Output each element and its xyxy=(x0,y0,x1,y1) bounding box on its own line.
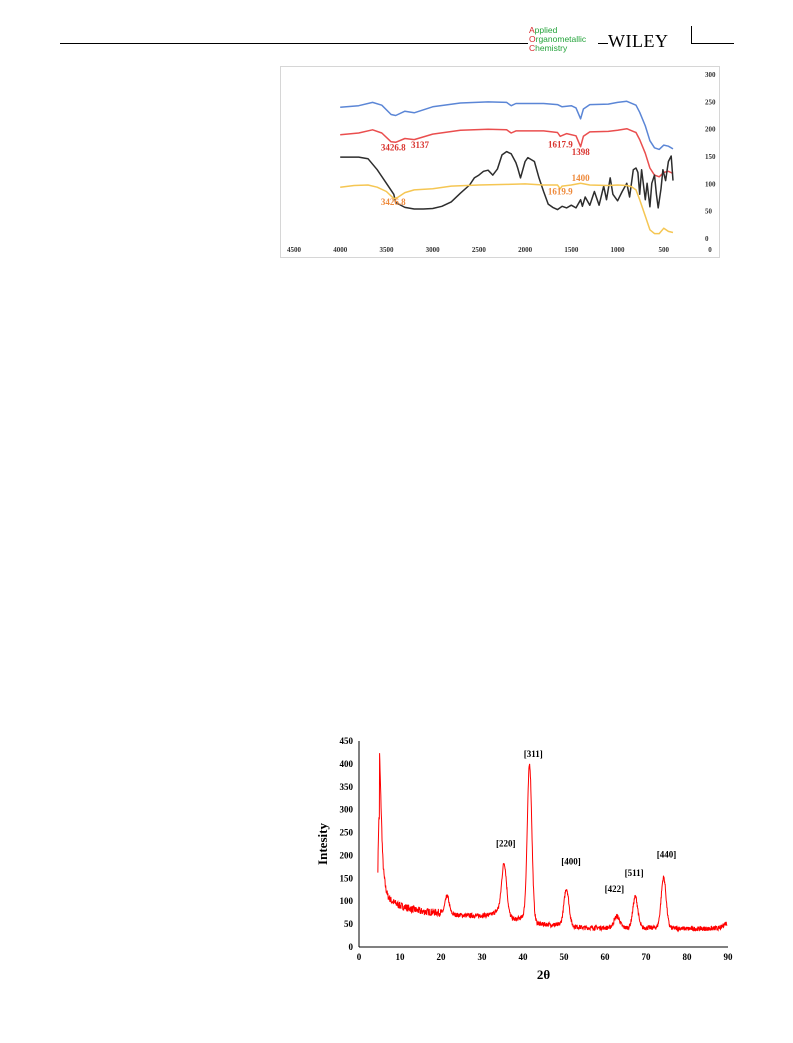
xrd-peak-label: [440] xyxy=(657,850,677,860)
x-tick-label: 2000 xyxy=(518,246,533,254)
y-tick-label: 200 xyxy=(705,126,716,134)
y-tick-label: 50 xyxy=(344,919,354,929)
y-tick-label: 150 xyxy=(340,873,354,883)
ir-peak-annotation: 3426.8 xyxy=(381,197,406,207)
xrd-peak-label: [400] xyxy=(561,857,581,867)
journal-dash xyxy=(598,43,608,44)
y-tick-label: 350 xyxy=(340,782,354,792)
y-axis-label: Intesity xyxy=(315,823,330,865)
publisher-logo: WILEY xyxy=(608,31,669,51)
y-tick-label: 300 xyxy=(705,71,716,79)
y-tick-label: 250 xyxy=(705,98,716,106)
x-tick-label: 10 xyxy=(396,952,406,962)
y-tick-label: 0 xyxy=(349,942,354,952)
xrd-series xyxy=(377,753,728,933)
header-rule-right xyxy=(692,43,734,44)
ir-peak-annotation: 1400 xyxy=(572,173,591,183)
ir-peak-annotation: 3137 xyxy=(411,140,430,150)
x-tick-label: 4500 xyxy=(287,246,302,254)
x-tick-label: 80 xyxy=(683,952,693,962)
journal-line-applied: Applied xyxy=(529,25,558,35)
header-rule-left xyxy=(60,43,528,44)
xrd-peak-label: [511] xyxy=(625,868,644,878)
x-tick-label: 30 xyxy=(478,952,488,962)
ir-peak-annotation: 1617.9 xyxy=(548,139,573,149)
ir-series-1 xyxy=(340,100,674,151)
x-tick-label: 40 xyxy=(519,952,529,962)
x-tick-label: 50 xyxy=(560,952,570,962)
xrd-peak-label: [311] xyxy=(524,749,543,759)
y-tick-label: 200 xyxy=(340,850,354,860)
x-tick-label: 2500 xyxy=(472,246,487,254)
x-tick-label: 1500 xyxy=(564,246,579,254)
xrd-peak-label: [220] xyxy=(496,838,516,848)
ir-peak-annotation: 1619.9 xyxy=(548,186,573,196)
y-tick-label: 400 xyxy=(340,759,354,769)
y-tick-label: 450 xyxy=(340,736,354,746)
x-tick-label: 3000 xyxy=(426,246,441,254)
x-tick-label: 3500 xyxy=(379,246,394,254)
y-tick-label: 0 xyxy=(705,235,709,243)
x-tick-label: 0 xyxy=(357,952,362,962)
x-tick-label: 90 xyxy=(724,952,734,962)
y-tick-label: 100 xyxy=(705,180,716,188)
page-tick xyxy=(691,26,692,44)
x-tick-label: 70 xyxy=(642,952,652,962)
x-tick-label: 0 xyxy=(708,246,712,254)
xrd-peak-label: [422] xyxy=(605,884,625,894)
y-tick-label: 250 xyxy=(340,828,354,838)
y-tick-label: 50 xyxy=(705,208,713,216)
y-tick-label: 300 xyxy=(340,805,354,815)
y-tick-label: 150 xyxy=(705,153,716,161)
x-axis-label: 2θ xyxy=(537,967,551,982)
ir-series-4 xyxy=(340,182,674,235)
ir-peak-annotation: 3426.8 xyxy=(381,143,406,153)
x-tick-label: 500 xyxy=(659,246,670,254)
ir-series-3 xyxy=(340,150,674,211)
ir-peak-annotation: 1398 xyxy=(572,147,591,157)
x-tick-label: 20 xyxy=(437,952,447,962)
journal-line-organometallic: Organometallic xyxy=(529,34,587,44)
journal-line-chemistry: Chemistry xyxy=(529,43,568,53)
x-tick-label: 1000 xyxy=(611,246,626,254)
xrd-pattern-chart: [311] [220] [400] [422][511] [440] 0 10 20 30 40… xyxy=(315,736,734,982)
x-tick-label: 4000 xyxy=(333,246,348,254)
y-tick-label: 100 xyxy=(340,896,354,906)
journal-logo: Applied Organometallic Chemistry xyxy=(529,26,586,53)
x-tick-label: 60 xyxy=(601,952,611,962)
ir-series-2 xyxy=(340,127,674,178)
